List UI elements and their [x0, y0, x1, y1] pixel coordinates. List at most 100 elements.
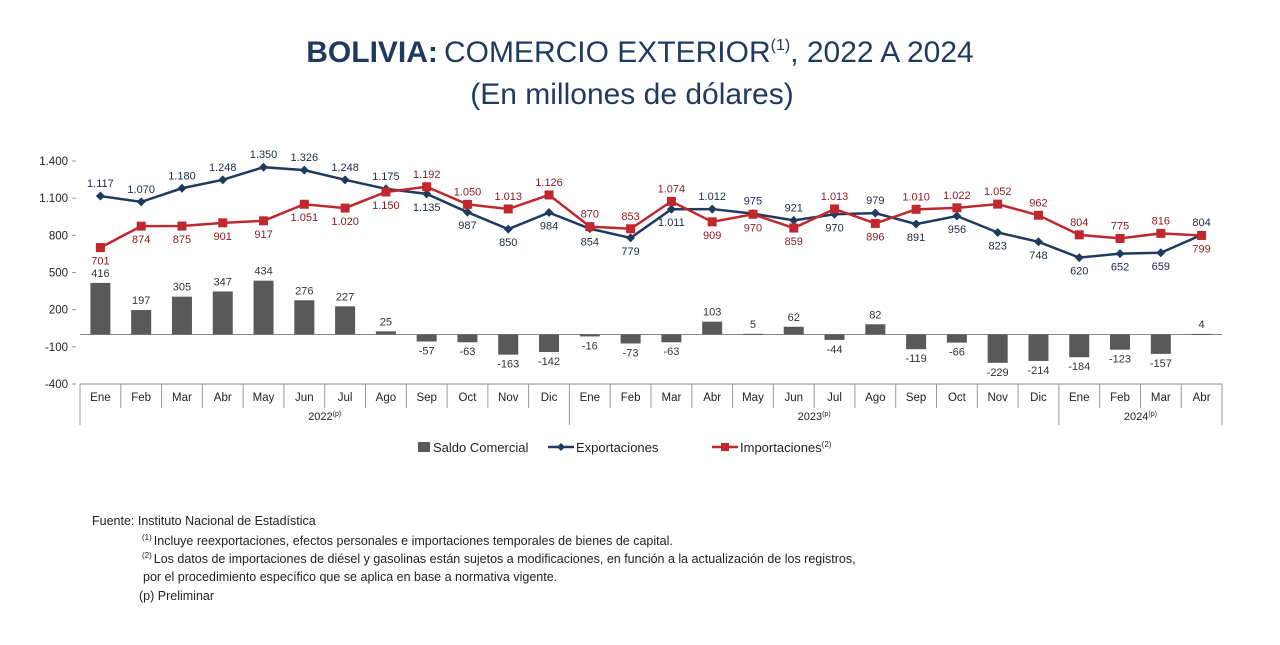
bar [457, 334, 478, 343]
marker [299, 199, 309, 209]
bar-label: 4 [1199, 319, 1205, 331]
legend-label: Exportaciones [576, 440, 659, 455]
footnote-source: Fuente: Instituto Nacional de Estadístic… [92, 514, 316, 528]
line-label: 1.135 [413, 202, 441, 214]
x-tick-label: Abr [1193, 392, 1211, 404]
bar-label: 416 [91, 268, 109, 280]
line-label: 875 [173, 234, 191, 246]
bar-label: -119 [906, 353, 927, 365]
bar [783, 326, 804, 335]
footnote-continuation: por el procedimiento específico que se a… [143, 570, 557, 584]
line-label: 1.074 [658, 183, 686, 195]
bar-label: 347 [214, 276, 232, 288]
line-label: 891 [907, 232, 925, 244]
bar-label: -123 [1109, 354, 1131, 366]
line-label: 1.052 [984, 186, 1012, 198]
line-label: 1.020 [331, 216, 359, 228]
bar-label: -214 [1027, 365, 1049, 377]
line-label: 850 [499, 237, 517, 249]
x-tick-label: Nov [987, 392, 1008, 404]
line-label: 804 [1192, 217, 1210, 229]
footnote-text: Incluye reexportaciones, efectos persona… [154, 534, 673, 548]
marker [707, 204, 717, 214]
marker [952, 211, 962, 221]
line-label: 659 [1152, 261, 1170, 273]
marker [993, 199, 1003, 209]
line-label: 854 [581, 237, 599, 249]
legend-name: Importaciones [740, 440, 822, 455]
bar [539, 334, 560, 353]
bar [253, 280, 274, 335]
line-label: 1.126 [535, 177, 563, 189]
x-tick-label: Abr [703, 392, 721, 404]
bar-label: -57 [419, 346, 435, 358]
footnote: (2) Los datos de importaciones de diésel … [142, 551, 856, 566]
y-tick-label: -100 [45, 342, 68, 354]
marker [136, 197, 146, 207]
line-label: 775 [1111, 220, 1129, 232]
line-label: 975 [744, 196, 762, 208]
group-label: 2023(p) [798, 411, 831, 423]
bar-label: -157 [1150, 358, 1172, 370]
marker [1156, 228, 1166, 238]
marker [830, 204, 840, 214]
footnote-mark: (1) [142, 533, 152, 542]
bar-label: -163 [497, 359, 519, 371]
bar [131, 310, 152, 335]
marker [422, 182, 432, 192]
marker [218, 175, 228, 185]
bar [1191, 333, 1212, 335]
line-label: 970 [744, 222, 762, 234]
line-label: 1.022 [943, 190, 971, 202]
bar-label: 197 [132, 295, 150, 307]
bar [375, 331, 396, 335]
marker [1156, 248, 1166, 258]
marker [503, 224, 513, 234]
bar [1110, 334, 1131, 350]
x-tick-label: Ene [90, 392, 110, 404]
x-tick-label: Dic [1030, 392, 1047, 404]
bar [824, 334, 845, 340]
x-tick-label: Abr [214, 392, 232, 404]
line-label: 1.248 [209, 162, 237, 174]
line-label: 1.051 [291, 212, 319, 224]
marker [1033, 210, 1043, 220]
marker [1197, 230, 1207, 240]
line-label: 970 [825, 222, 843, 234]
bar-label: -63 [663, 346, 679, 358]
bar [946, 334, 967, 343]
x-tick-label: Mar [1151, 392, 1171, 404]
title-end: , 2022 A 2024 [790, 36, 974, 69]
line-label: 804 [1070, 217, 1088, 229]
line-label: 652 [1111, 262, 1129, 274]
bar [498, 334, 519, 355]
x-tick-label: Oct [459, 392, 478, 404]
line-label: 816 [1152, 215, 1170, 227]
line-label: 701 [91, 256, 109, 268]
bar-label: -184 [1068, 361, 1090, 373]
line-label: 896 [866, 231, 884, 243]
line-label: 1.010 [902, 191, 930, 203]
x-tick-label: Feb [621, 392, 641, 404]
y-tick-label: 200 [49, 305, 68, 317]
group-note: (p) [822, 411, 831, 418]
marker [177, 183, 187, 193]
bar [987, 334, 1008, 363]
marker [952, 203, 962, 213]
y-tick-label: 1.400 [39, 156, 68, 168]
x-tick-label: Ene [580, 392, 600, 404]
line-label: 1.180 [168, 170, 196, 182]
x-tick-label: Jul [827, 392, 842, 404]
marker [544, 190, 554, 200]
title-bold: BOLIVIA: [306, 36, 438, 69]
line-label: 620 [1070, 266, 1088, 278]
line-label: 1.248 [331, 162, 359, 174]
bar [579, 334, 600, 337]
line-label: 1.192 [413, 169, 441, 181]
marker [1074, 230, 1084, 240]
marker [340, 175, 350, 185]
marker [462, 207, 472, 217]
bar-label: 227 [336, 291, 354, 303]
bar-label: 276 [295, 285, 313, 297]
